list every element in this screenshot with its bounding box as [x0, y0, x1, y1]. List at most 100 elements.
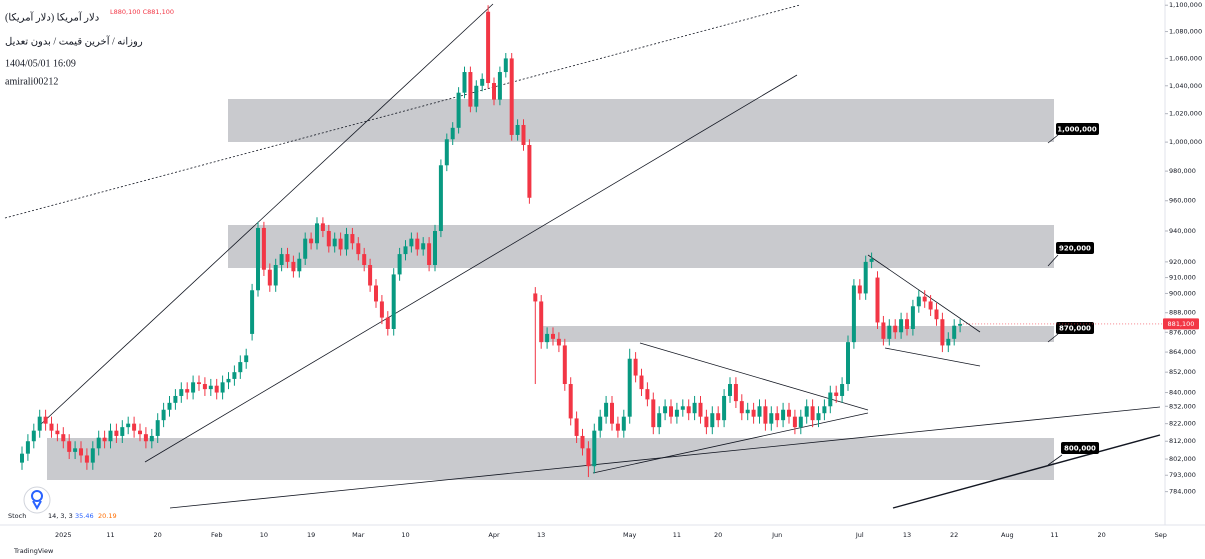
y-tick-label: 1,040,000 [1169, 82, 1202, 90]
y-tick-label: 832,000 [1169, 402, 1196, 410]
candle-body [179, 389, 184, 396]
candles [20, 5, 963, 478]
candle-body [562, 345, 567, 385]
candle-body [43, 416, 48, 424]
candle-body [320, 223, 325, 231]
candle-body [155, 420, 160, 436]
candle-body [31, 430, 36, 442]
y-tick-label: 793,000 [1169, 471, 1196, 479]
y-tick-label: 784,000 [1169, 488, 1196, 496]
candle-body [20, 453, 24, 463]
candle-body [303, 238, 308, 259]
candle-body [250, 290, 255, 334]
x-tick-label: Jul [855, 531, 864, 539]
y-tick-label: 840,000 [1169, 389, 1196, 397]
candle-body [657, 413, 662, 428]
candle-body [863, 261, 868, 294]
y-tick-label: 864,000 [1169, 348, 1196, 356]
candle-body [220, 382, 225, 393]
annotation: 1,000,000 [1057, 126, 1097, 134]
candle-body [256, 227, 260, 291]
candle-body [291, 261, 296, 272]
candle-body [421, 243, 426, 250]
candle-body [149, 435, 154, 442]
candle-body [79, 448, 83, 456]
candle-body [633, 358, 638, 376]
candle-body [208, 385, 213, 390]
annotation-box [1061, 442, 1099, 454]
candle-body [25, 441, 30, 454]
candle-body [55, 430, 60, 435]
candle-body [598, 416, 603, 431]
y-tick-label: 1,100,000 [1169, 1, 1202, 9]
candle-body [114, 430, 119, 436]
y-tick-label: 852,000 [1169, 368, 1196, 376]
candle-body [374, 285, 378, 302]
candle-body [928, 301, 933, 310]
y-tick-label: 920,000 [1169, 258, 1196, 266]
candle-body [834, 392, 839, 396]
candle-body [592, 430, 597, 467]
candle-body [486, 11, 491, 84]
candle-body [887, 325, 892, 339]
candle-body [580, 435, 585, 449]
candle-body [669, 406, 673, 417]
y-tick-label: 910,000 [1169, 274, 1196, 282]
candle-body [37, 416, 42, 431]
brand: TradingView [13, 547, 54, 555]
candle-body [674, 409, 679, 417]
y-tick-label: 940,000 [1169, 227, 1196, 235]
candle-body [232, 372, 237, 379]
annotation: 800,000 [1064, 445, 1096, 453]
candle-body [515, 124, 520, 135]
candle-body [922, 296, 927, 302]
candle-body [615, 423, 620, 431]
annotation: 920,000 [1059, 245, 1091, 253]
candle-body [787, 409, 791, 417]
candle-body [391, 274, 396, 329]
candle-body [492, 83, 496, 100]
candle-body [798, 416, 803, 428]
zone [228, 99, 1054, 142]
y-tick-label: 1,060,000 [1169, 54, 1202, 62]
candle-body [67, 441, 72, 452]
x-tick-label: 20 [154, 531, 162, 539]
candle-body [875, 277, 880, 323]
candle-body [934, 309, 939, 320]
candle-body [899, 319, 904, 333]
candle-body [916, 296, 921, 307]
candle-body [332, 238, 337, 247]
candle-body [403, 246, 408, 255]
candle-body [751, 409, 756, 417]
candle-body [73, 448, 78, 452]
candle-body [769, 413, 774, 424]
candle-body [940, 319, 945, 346]
candle-body [438, 165, 443, 231]
candle-body [191, 382, 196, 393]
x-tick-label: 11 [673, 531, 681, 539]
candle-body [757, 406, 762, 417]
candle-body [379, 301, 384, 318]
candle-body [244, 355, 249, 363]
candle-body [433, 230, 437, 266]
candle-body [197, 382, 201, 385]
candle-body [857, 285, 862, 294]
x-tick-label: Feb [211, 531, 223, 539]
indicator-d: 20.19 [98, 512, 117, 520]
candle-body [651, 399, 656, 428]
candle-body [663, 406, 668, 414]
candle-body [214, 385, 219, 393]
author: amirali00212 [5, 76, 58, 87]
last-price-tag [1163, 318, 1199, 330]
candle-body [745, 409, 750, 414]
candle-body [267, 269, 272, 286]
annotation: 870,000 [1059, 325, 1091, 333]
candle-body [851, 285, 856, 343]
candle-body [728, 384, 732, 396]
x-tick-label: 11 [106, 531, 114, 539]
x-tick-label: Aug [1001, 531, 1014, 539]
y-tick-label: 888,000 [1169, 309, 1196, 317]
timestamp: 1404/05/01 16:09 [5, 58, 76, 69]
candle-body [739, 401, 744, 414]
x-tick-label: 11 [1050, 531, 1058, 539]
